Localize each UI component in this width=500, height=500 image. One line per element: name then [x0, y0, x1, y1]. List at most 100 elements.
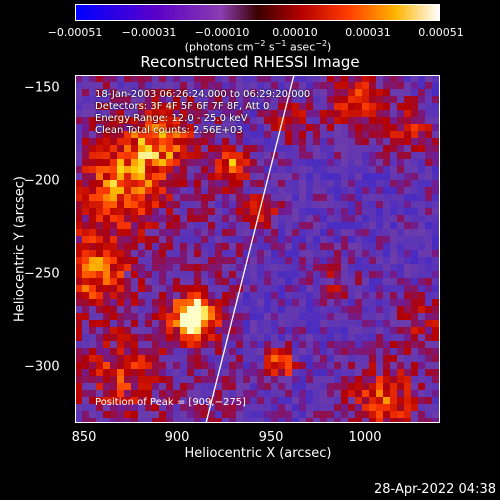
- heatmap-cell: [159, 152, 167, 160]
- heatmap-cell: [264, 299, 272, 307]
- heatmap-cell: [257, 117, 265, 125]
- heatmap-cell: [180, 152, 188, 160]
- heatmap-cell: [404, 75, 412, 83]
- heatmap-cell: [432, 369, 440, 377]
- heatmap-cell: [138, 152, 146, 160]
- heatmap-cell: [397, 82, 405, 90]
- heatmap-cell: [103, 299, 111, 307]
- heatmap-cell: [334, 152, 342, 160]
- heatmap-cell: [201, 320, 209, 328]
- heatmap-cell: [418, 299, 426, 307]
- heatmap-cell: [299, 348, 307, 356]
- heatmap-cell: [236, 194, 244, 202]
- heatmap-cell: [187, 82, 195, 90]
- heatmap-cell: [320, 390, 328, 398]
- heatmap-cell: [411, 131, 419, 139]
- heatmap-cell: [299, 229, 307, 237]
- heatmap-cell: [208, 194, 216, 202]
- heatmap-cell: [341, 341, 349, 349]
- heatmap-cell: [355, 390, 363, 398]
- heatmap-cell: [208, 82, 216, 90]
- heatmap-cell: [75, 362, 83, 370]
- heatmap-cell: [362, 313, 370, 321]
- heatmap-cell: [201, 397, 209, 405]
- heatmap-cell: [103, 96, 111, 104]
- heatmap-cell: [166, 313, 174, 321]
- heatmap-cell: [292, 236, 300, 244]
- heatmap-cell: [320, 201, 328, 209]
- heatmap-cell: [355, 362, 363, 370]
- heatmap-cell: [418, 82, 426, 90]
- heatmap-cell: [229, 271, 237, 279]
- heatmap-cell: [334, 397, 342, 405]
- heatmap-cell: [103, 250, 111, 258]
- heatmap-cell: [355, 194, 363, 202]
- heatmap-cell: [229, 229, 237, 237]
- heatmap-cell: [404, 166, 412, 174]
- heatmap-cell: [278, 383, 286, 391]
- heatmap-cell: [397, 124, 405, 132]
- heatmap-cell: [138, 159, 146, 167]
- heatmap-cell: [278, 215, 286, 223]
- heatmap-cell: [271, 236, 279, 244]
- heatmap-cell: [124, 397, 132, 405]
- heatmap-cell: [397, 271, 405, 279]
- heatmap-cell: [194, 320, 202, 328]
- heatmap-cell: [257, 110, 265, 118]
- heatmap-cell: [89, 404, 97, 412]
- heatmap-cell: [271, 117, 279, 125]
- heatmap-cell: [383, 208, 391, 216]
- heatmap-cell: [271, 103, 279, 111]
- heatmap-cell: [271, 390, 279, 398]
- heatmap-cell: [194, 243, 202, 251]
- heatmap-cell: [236, 390, 244, 398]
- heatmap-cell: [404, 187, 412, 195]
- heatmap-cell: [362, 250, 370, 258]
- heatmap-cell: [390, 306, 398, 314]
- heatmap-cell: [257, 362, 265, 370]
- heatmap-cell: [250, 89, 258, 97]
- heatmap-cell: [194, 334, 202, 342]
- heatmap-cell: [299, 215, 307, 223]
- heatmap-cell: [152, 327, 160, 335]
- heatmap-cell: [369, 82, 377, 90]
- heatmap-cell: [418, 341, 426, 349]
- heatmap-cell: [222, 383, 230, 391]
- heatmap-cell: [208, 215, 216, 223]
- heatmap-cell: [313, 145, 321, 153]
- heatmap-cell: [320, 257, 328, 265]
- heatmap-cell: [103, 166, 111, 174]
- heatmap-cell: [145, 292, 153, 300]
- heatmap-cell: [292, 369, 300, 377]
- heatmap-cell: [257, 278, 265, 286]
- heatmap-cell: [341, 131, 349, 139]
- heatmap-cell: [390, 376, 398, 384]
- heatmap-cell: [166, 131, 174, 139]
- heatmap-cell: [292, 110, 300, 118]
- heatmap-cell: [236, 313, 244, 321]
- heatmap-cell: [411, 334, 419, 342]
- heatmap-cell: [362, 89, 370, 97]
- heatmap-cell: [376, 187, 384, 195]
- heatmap-cell: [243, 327, 251, 335]
- heatmap-cell: [152, 187, 160, 195]
- heatmap-cell: [320, 418, 328, 423]
- heatmap-cell: [327, 180, 335, 188]
- heatmap-cell: [432, 75, 440, 83]
- heatmap-cell: [229, 187, 237, 195]
- heatmap-cell: [313, 110, 321, 118]
- heatmap-cell: [138, 383, 146, 391]
- heatmap-cell: [278, 124, 286, 132]
- heatmap-cell: [397, 313, 405, 321]
- heatmap-cell: [418, 180, 426, 188]
- heatmap-cell: [271, 187, 279, 195]
- heatmap-cell: [173, 124, 181, 132]
- heatmap-cell: [390, 411, 398, 419]
- heatmap-cell: [89, 271, 97, 279]
- heatmap-cell: [173, 194, 181, 202]
- heatmap-cell: [313, 124, 321, 132]
- heatmap-cell: [418, 208, 426, 216]
- heatmap-cell: [222, 159, 230, 167]
- heatmap-cell: [264, 208, 272, 216]
- heatmap-cell: [383, 292, 391, 300]
